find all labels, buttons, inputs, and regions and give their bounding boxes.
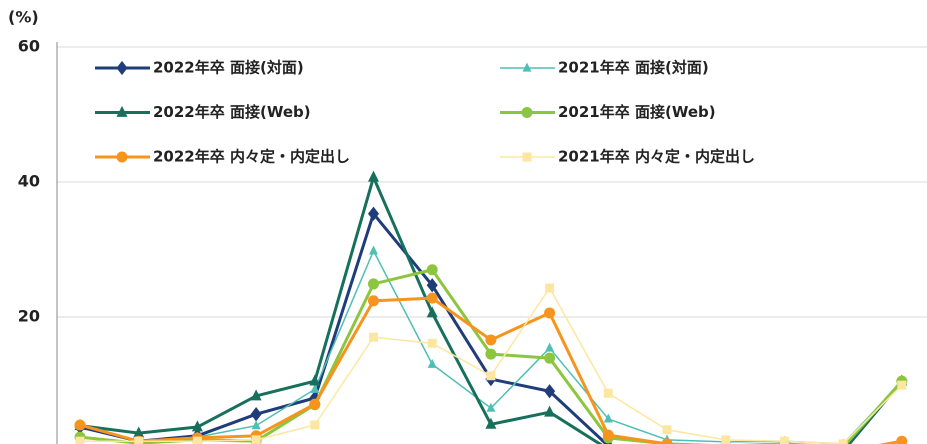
legend-marker bbox=[522, 152, 532, 162]
data-point bbox=[368, 170, 379, 182]
legend-item: 2021年卒 内々定・内定出し bbox=[500, 148, 755, 166]
data-point bbox=[427, 358, 437, 368]
data-point bbox=[369, 245, 378, 255]
data-point bbox=[426, 306, 438, 318]
data-point bbox=[721, 435, 731, 444]
legend-label: 2021年卒 面接(対面) bbox=[558, 59, 709, 77]
legend-item: 2022年卒 面接(Web) bbox=[95, 103, 311, 121]
legend-marker bbox=[116, 151, 128, 163]
data-point bbox=[310, 383, 320, 393]
data-point bbox=[486, 371, 496, 381]
series-line bbox=[80, 250, 903, 444]
data-point bbox=[250, 389, 262, 401]
data-point bbox=[603, 388, 613, 398]
data-point bbox=[427, 338, 437, 348]
data-point bbox=[250, 407, 262, 422]
y-axis-label: (%) bbox=[8, 8, 39, 27]
data-point bbox=[369, 332, 378, 342]
legend-marker bbox=[116, 60, 128, 76]
data-point bbox=[426, 292, 438, 304]
y-tick-label: 20 bbox=[18, 307, 40, 326]
data-point bbox=[309, 374, 321, 386]
data-point bbox=[310, 420, 320, 430]
data-point bbox=[485, 334, 497, 346]
data-point bbox=[896, 435, 908, 444]
legend-marker bbox=[522, 62, 532, 72]
data-point bbox=[485, 417, 497, 429]
data-point bbox=[838, 439, 848, 444]
legend-label: 2022年卒 面接(対面) bbox=[153, 59, 304, 77]
data-point bbox=[309, 390, 321, 406]
data-point bbox=[368, 206, 379, 221]
legend-label: 2021年卒 内々定・内定出し bbox=[558, 148, 755, 166]
data-point bbox=[486, 402, 496, 412]
legend-item: 2021年卒 面接(対面) bbox=[500, 59, 709, 77]
legend-item: 2022年卒 面接(対面) bbox=[95, 59, 304, 77]
data-point bbox=[251, 420, 261, 430]
data-point bbox=[545, 283, 555, 293]
data-point bbox=[251, 435, 261, 444]
data-point bbox=[779, 436, 789, 444]
legend-label: 2022年卒 内々定・内定出し bbox=[153, 148, 350, 166]
legend-marker bbox=[521, 107, 533, 118]
data-point bbox=[661, 438, 673, 444]
data-point bbox=[602, 429, 614, 441]
data-point bbox=[133, 426, 145, 438]
data-point bbox=[309, 398, 321, 410]
data-point bbox=[545, 342, 555, 352]
data-point bbox=[485, 348, 497, 360]
data-point bbox=[662, 425, 672, 435]
data-point bbox=[368, 295, 379, 307]
y-tick-label: 60 bbox=[18, 37, 40, 56]
data-point bbox=[75, 436, 85, 444]
data-point bbox=[192, 436, 202, 444]
data-point bbox=[897, 380, 907, 390]
data-point bbox=[368, 278, 379, 290]
legend-label: 2021年卒 面接(Web) bbox=[558, 103, 716, 121]
legend-label: 2022年卒 面接(Web) bbox=[153, 103, 311, 121]
legend-item: 2022年卒 内々定・内定出し bbox=[95, 148, 350, 166]
legend-marker bbox=[116, 105, 128, 117]
y-tick-label: 40 bbox=[18, 172, 40, 191]
data-point bbox=[74, 419, 86, 431]
legend-item: 2021年卒 面接(Web) bbox=[500, 103, 716, 121]
data-point bbox=[603, 413, 613, 423]
data-point bbox=[426, 264, 438, 276]
data-point bbox=[134, 436, 144, 444]
data-point bbox=[544, 352, 556, 364]
data-point bbox=[544, 384, 556, 399]
data-point bbox=[544, 405, 556, 417]
data-point bbox=[544, 307, 556, 319]
data-point bbox=[426, 278, 438, 293]
data-point bbox=[191, 420, 203, 432]
